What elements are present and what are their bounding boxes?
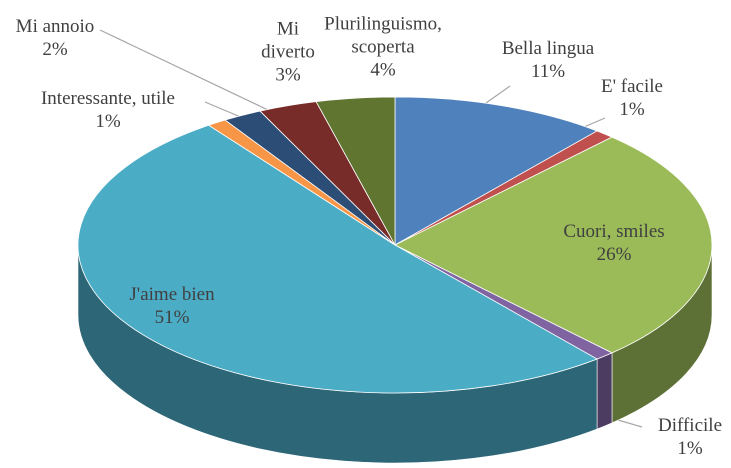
category-label: Plurilinguismo, scoperta	[324, 13, 442, 58]
category-label: Cuori, smiles	[563, 221, 665, 242]
value-label: 51%	[154, 307, 190, 328]
leader-line	[617, 419, 643, 428]
value-label: 11%	[530, 61, 566, 82]
category-label: J'aime bien	[129, 284, 215, 305]
value-label: 1%	[677, 438, 703, 459]
category-label: Interessante, utile	[40, 88, 175, 109]
value-label: 1%	[95, 111, 121, 132]
slice-label: Difficile 1%	[640, 414, 731, 460]
slice-side	[596, 352, 613, 430]
value-label: 3%	[275, 64, 301, 86]
category-label: Difficile	[657, 415, 722, 436]
value-label: 26%	[596, 244, 632, 265]
category-label: Mi diverto	[261, 18, 315, 63]
slice-label: Mi diverto 3%	[258, 18, 318, 87]
slice-label: Cuori, smiles 26%	[534, 220, 694, 266]
slice-label: J'aime bien 51%	[92, 283, 252, 329]
value-label: 4%	[370, 59, 396, 81]
slice-label: Plurilinguismo, scoperta 4%	[308, 13, 458, 82]
slice-label: Bella lingua 11%	[468, 37, 628, 83]
slice-label: Interessante, utile 1%	[0, 87, 218, 133]
leader-lines	[99, 29, 643, 428]
slice	[394, 136, 713, 354]
slice	[315, 96, 396, 246]
leader-line	[485, 85, 511, 104]
value-label: 2%	[42, 39, 68, 60]
value-label: 1%	[619, 99, 645, 120]
slice	[77, 124, 598, 394]
category-label: E' facile	[601, 76, 663, 97]
category-label: Mi annoio	[15, 16, 95, 37]
slice-label: E' facile 1%	[582, 75, 682, 121]
category-label: Bella lingua	[501, 38, 595, 59]
slice	[394, 96, 598, 246]
leader-line	[99, 29, 269, 111]
leader-line	[204, 101, 244, 119]
leader-line	[583, 117, 606, 128]
slice-label: Mi annoio 2%	[0, 15, 115, 61]
